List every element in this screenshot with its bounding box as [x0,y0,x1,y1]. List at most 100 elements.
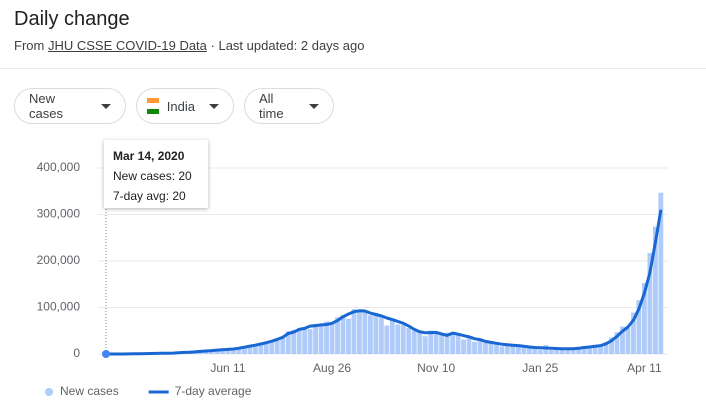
caret [209,103,219,109]
bar [461,339,466,354]
bar [252,345,258,354]
bar [220,349,225,354]
region-dropdown[interactable]: India [136,88,234,124]
bar [214,349,220,354]
tooltip: Mar 14, 2020 New cases: 20 7-day avg: 20 [104,140,208,208]
bar [247,345,253,354]
legend-label: New cases [60,384,119,398]
bar [576,349,582,354]
y-tick-label: 300,000 [37,207,81,221]
x-tick-label: Jan 25 [522,361,558,375]
bar [302,327,308,354]
bar [378,316,384,354]
bar [543,345,549,354]
legend-swatch [45,388,53,396]
updated: · Last updated: 2 days ago [210,38,365,53]
bar [483,342,488,354]
y-tick-label: 0 [73,346,80,360]
bar [455,333,461,354]
bar [280,336,286,354]
y-tick-label: 400,000 [37,160,81,174]
bar [466,336,472,354]
bar [417,331,423,354]
bar [494,343,499,354]
bar [225,348,231,354]
bar [658,192,664,354]
bar [241,346,247,354]
bar [346,318,351,354]
caret [101,103,111,109]
bar [400,325,406,354]
y-tick-label: 100,000 [37,300,81,314]
bar [209,350,214,354]
separator [0,68,706,69]
bar [236,347,242,354]
x-tick-label: Nov 10 [417,361,455,375]
bar [537,349,543,354]
bar [433,333,439,354]
dropdown-label: New cases [29,91,63,121]
bar [620,326,625,354]
bar [269,340,275,354]
bar [548,350,554,354]
range-dropdown[interactable]: All time [244,88,334,124]
subtitle: From JHU CSSE COVID-19 Data · Last updat… [14,38,364,53]
source-link[interactable]: JHU CSSE COVID-19 Data [47,38,207,53]
bar [362,310,368,354]
bar [477,339,483,354]
bar [488,341,494,354]
dropdown-label: All time [259,91,284,121]
bar [652,226,658,354]
bar [642,282,647,354]
bar [406,328,412,354]
caret [309,103,319,109]
bar [231,348,236,354]
bar [559,348,565,354]
x-tick-label: Aug 26 [313,361,351,375]
legend-label: 7-day average [175,384,252,398]
bar [368,315,373,354]
bar [285,331,291,354]
bar [631,312,636,354]
bar [570,348,576,354]
bar [389,319,395,354]
bar [296,329,302,354]
bar [329,322,335,354]
bar [384,325,390,354]
bar [521,346,527,354]
bar [532,347,538,354]
bar [307,329,313,354]
hover-dot [102,350,110,358]
flag [147,98,159,114]
bar [625,327,631,354]
bar [603,342,609,354]
bar [335,317,340,354]
bar [274,337,280,354]
bar [263,342,269,354]
bar [598,345,603,354]
bar [428,330,434,354]
bar [258,342,264,354]
tooltip-title: Mar 14, 2020 [113,149,185,163]
bar [526,347,532,354]
title: Daily change [14,8,130,30]
bar [411,330,417,354]
bar [439,334,445,354]
bar [373,312,379,354]
source-prefix: From [14,38,45,53]
bar [510,345,516,354]
bar [499,346,505,354]
bar [324,321,329,354]
bar [505,345,510,354]
bar [581,346,587,354]
y-tick-label: 200,000 [37,253,81,267]
metric-dropdown[interactable]: New cases [14,88,126,124]
bar [351,309,357,354]
x-tick-label: Apr 11 [627,361,662,375]
bar [395,324,401,354]
bar [291,329,297,354]
bar [614,332,620,354]
bar [565,348,571,354]
bar [636,300,642,354]
